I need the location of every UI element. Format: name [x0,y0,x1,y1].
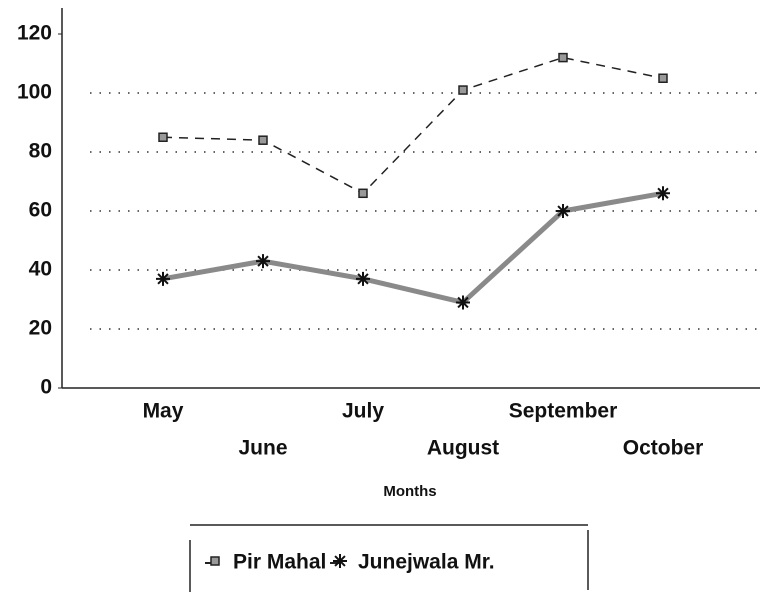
marker [456,295,470,310]
marker [358,188,368,199]
marker [256,254,270,269]
x-tick-label: September [509,400,618,423]
marker [158,132,168,142]
x-tick-label: May [143,400,184,423]
legend-label: Junejwala Mr. [358,551,495,574]
marker [356,271,370,286]
marker [556,204,570,218]
marker [210,556,220,566]
y-tick-label: 100 [17,81,52,104]
y-tick-label: 120 [17,22,52,45]
marker [258,135,268,145]
marker [558,52,568,63]
marker [658,73,668,83]
series [158,52,668,199]
y-tick-label: 80 [29,140,52,163]
y-tick-label: 20 [29,317,52,340]
series [156,186,670,310]
x-tick-label: October [623,437,704,460]
y-tick-label: 60 [29,199,52,222]
marker [156,271,170,286]
x-axis-label: Months [383,483,436,500]
marker [458,85,468,95]
x-tick-label: August [427,437,499,460]
line [162,190,664,306]
marker [333,554,347,568]
marker [656,186,670,201]
y-tick-label: 0 [40,376,52,399]
x-tick-label: July [342,400,384,423]
x-tick-label: June [238,437,287,460]
legend-label: Pir Mahal [233,551,326,574]
y-tick-label: 40 [29,258,52,281]
line [162,56,664,195]
